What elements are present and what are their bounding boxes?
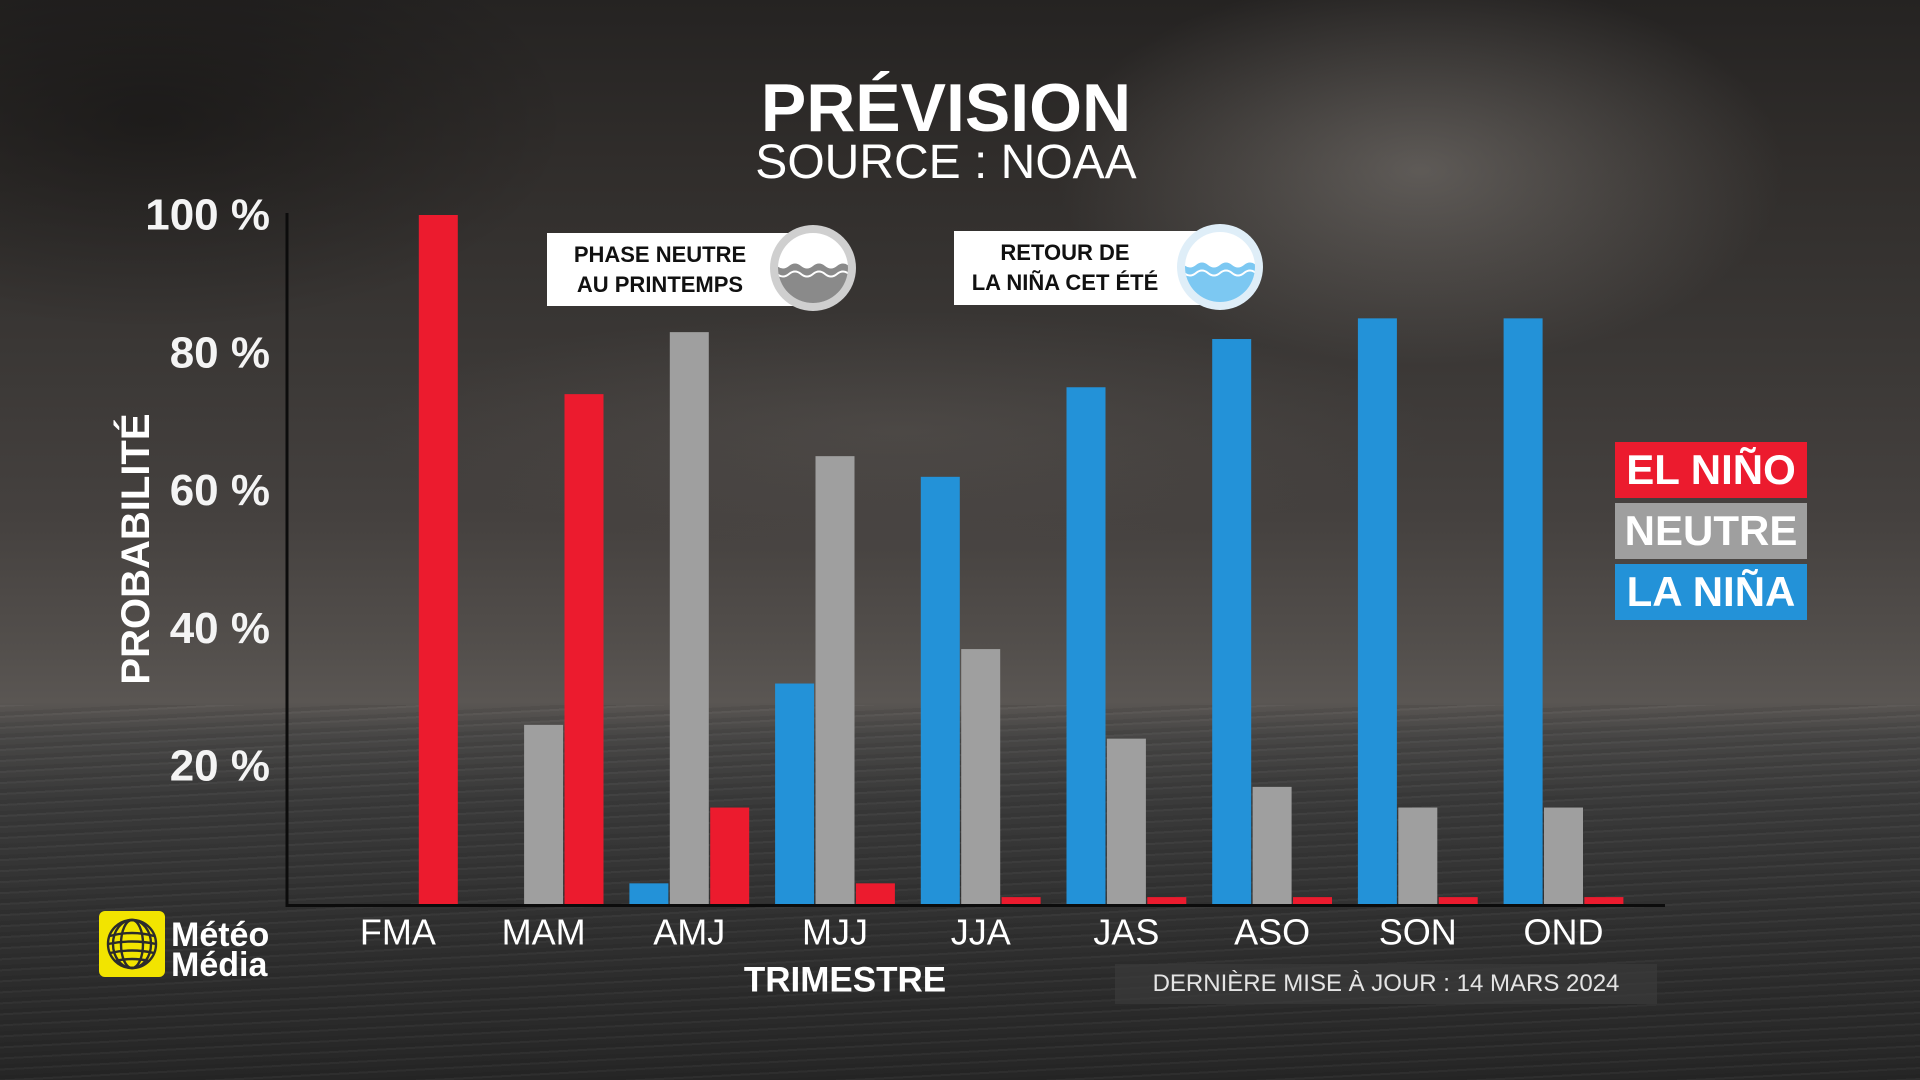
callout-la-nina-text: RETOUR DE LA NIÑA CET ÉTÉ (954, 238, 1176, 298)
y-tick-label-20: 20 % (170, 742, 270, 791)
x-tick-label-mam: MAM (502, 912, 586, 953)
bar-neutre-jja (961, 649, 1001, 904)
y-tick-label-80: 80 % (170, 328, 270, 377)
bar-el-nino-jas (1147, 897, 1187, 904)
legend-el-nino: EL NIÑO (1615, 442, 1807, 498)
x-tick-label-son: SON (1379, 912, 1457, 953)
bar-el-nino-mam (564, 394, 604, 904)
bar-neutre-ond (1544, 807, 1583, 904)
callout-neutral-text: PHASE NEUTRE AU PRINTEMPS (547, 240, 773, 300)
bar-la-nina-ond (1503, 318, 1543, 905)
ocean-background (0, 705, 1920, 1080)
water-level-gray-icon (770, 225, 856, 311)
bar-neutre-amj (669, 332, 709, 904)
chart-title: PRÉVISION (760, 70, 1132, 146)
bar-el-nino-ond (1584, 897, 1624, 904)
bar-neutre-jas (1106, 738, 1146, 904)
x-tick-label-ond: OND (1524, 912, 1604, 953)
bar-la-nina-amj (629, 883, 669, 904)
brand-line-2: Média (171, 946, 268, 984)
bar-el-nino-mjj (855, 883, 895, 904)
bar-el-nino-jja (1001, 897, 1041, 904)
bar-neutre-son (1398, 807, 1438, 904)
bar-la-nina-mjj (775, 683, 815, 904)
callout-neutral-line-1: PHASE NEUTRE (573, 242, 747, 267)
bar-la-nina-son (1357, 318, 1397, 905)
x-tick-label-amj: AMJ (653, 912, 725, 953)
x-tick-label-aso: ASO (1234, 912, 1310, 953)
bar-la-nina-jja (920, 476, 960, 904)
callout-la-nina-line-2: LA NIÑA CET ÉTÉ (971, 270, 1159, 295)
bar-la-nina-aso (1212, 339, 1252, 904)
bar-el-nino-amj (710, 807, 750, 904)
water-level-blue-icon (1177, 224, 1263, 310)
brand-line-1: Météo (171, 916, 270, 954)
x-tick-label-jas: JAS (1093, 912, 1159, 953)
x-tick-label-fma: FMA (360, 912, 436, 953)
x-tick-label-jja: JJA (951, 912, 1011, 953)
bar-group (418, 215, 1624, 905)
bar-el-nino-aso (1293, 897, 1332, 904)
x-tick-labels: FMA MAM AMJ MJJ JJA JAS ASO SON OND (360, 912, 1604, 953)
last-updated: DERNIÈRE MISE À JOUR : 14 MARS 2024 (1115, 964, 1657, 1004)
bar-el-nino-son (1438, 897, 1478, 904)
y-tick-label-60: 60 % (170, 466, 270, 515)
bar-neutre-aso (1252, 786, 1292, 904)
legend-la-nina: LA NIÑA (1615, 564, 1807, 620)
callout-la-nina-summer: RETOUR DE LA NIÑA CET ÉTÉ (954, 231, 1200, 305)
brand-logo-text: Météo Média (171, 916, 270, 984)
bar-neutre-mam (524, 724, 564, 904)
legend-neutre: NEUTRE (1615, 503, 1807, 559)
chart-subtitle: SOURCE : NOAA (755, 136, 1137, 189)
y-tick-labels: 100 % 80 % 60 % 40 % 20 % (145, 191, 270, 791)
bar-la-nina-jas (1066, 387, 1106, 904)
callout-neutral-line-2: AU PRINTEMPS (576, 272, 744, 297)
y-axis-label: PROBABILITÉ (113, 413, 158, 684)
bar-neutre-mjj (815, 456, 855, 904)
y-tick-label-100: 100 % (145, 191, 270, 240)
callout-la-nina-line-1: RETOUR DE (1000, 240, 1130, 265)
globe-icon (99, 911, 165, 977)
y-tick-label-40: 40 % (170, 604, 270, 653)
x-axis-label: TRIMESTRE (744, 961, 946, 1000)
callout-neutral-spring: PHASE NEUTRE AU PRINTEMPS (547, 233, 797, 306)
x-tick-label-mjj: MJJ (802, 912, 868, 953)
bar-el-nino-fma (418, 215, 458, 904)
